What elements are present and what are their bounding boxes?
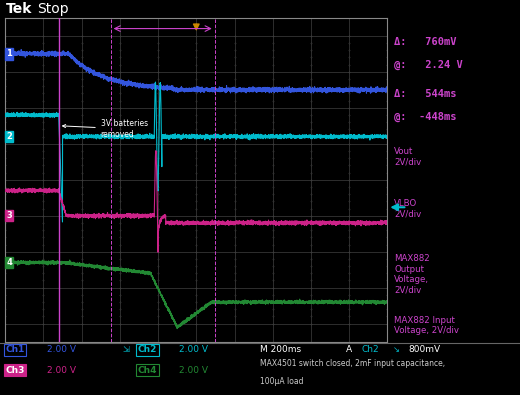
Text: 4: 4: [6, 258, 12, 267]
Text: A: A: [346, 345, 352, 354]
Text: Δ:   544ms: Δ: 544ms: [394, 89, 457, 99]
Text: Ch3: Ch3: [5, 366, 24, 374]
Text: ↘: ↘: [393, 345, 399, 354]
Text: Ch1: Ch1: [5, 345, 24, 354]
Text: MAX882 Input
Voltage, 2V/div: MAX882 Input Voltage, 2V/div: [394, 316, 459, 335]
Text: @:  -448ms: @: -448ms: [394, 112, 457, 122]
Text: Stop: Stop: [37, 2, 69, 16]
Text: ⇲: ⇲: [122, 345, 129, 354]
Text: @:   2.24 V: @: 2.24 V: [394, 60, 463, 70]
Text: 1: 1: [6, 49, 12, 58]
Text: MAX882
Output
Voltage,
2V/div: MAX882 Output Voltage, 2V/div: [394, 254, 430, 294]
Text: 3: 3: [6, 211, 12, 220]
Text: 2.00 V: 2.00 V: [47, 366, 76, 374]
Text: 3V batteries
removed: 3V batteries removed: [62, 119, 148, 139]
Text: VLBO
2V/div: VLBO 2V/div: [394, 199, 421, 218]
Text: Vout
2V/div: Vout 2V/div: [394, 147, 421, 167]
Text: Ch2: Ch2: [138, 345, 157, 354]
Text: 100μA load: 100μA load: [260, 377, 304, 386]
Text: 2.00 V: 2.00 V: [47, 345, 76, 354]
Text: Tek: Tek: [6, 2, 32, 16]
Text: Δ:   760mV: Δ: 760mV: [394, 37, 457, 47]
Text: 800mV: 800mV: [408, 345, 440, 354]
Text: M 200ms: M 200ms: [260, 345, 301, 354]
Text: 2.00 V: 2.00 V: [179, 366, 209, 374]
Text: Ch2: Ch2: [361, 345, 379, 354]
Text: Ch4: Ch4: [138, 366, 158, 374]
Text: 2.00 V: 2.00 V: [179, 345, 209, 354]
Text: MAX4501 switch closed, 2mF input capacitance,: MAX4501 switch closed, 2mF input capacit…: [260, 359, 445, 368]
Text: 2: 2: [6, 132, 12, 141]
